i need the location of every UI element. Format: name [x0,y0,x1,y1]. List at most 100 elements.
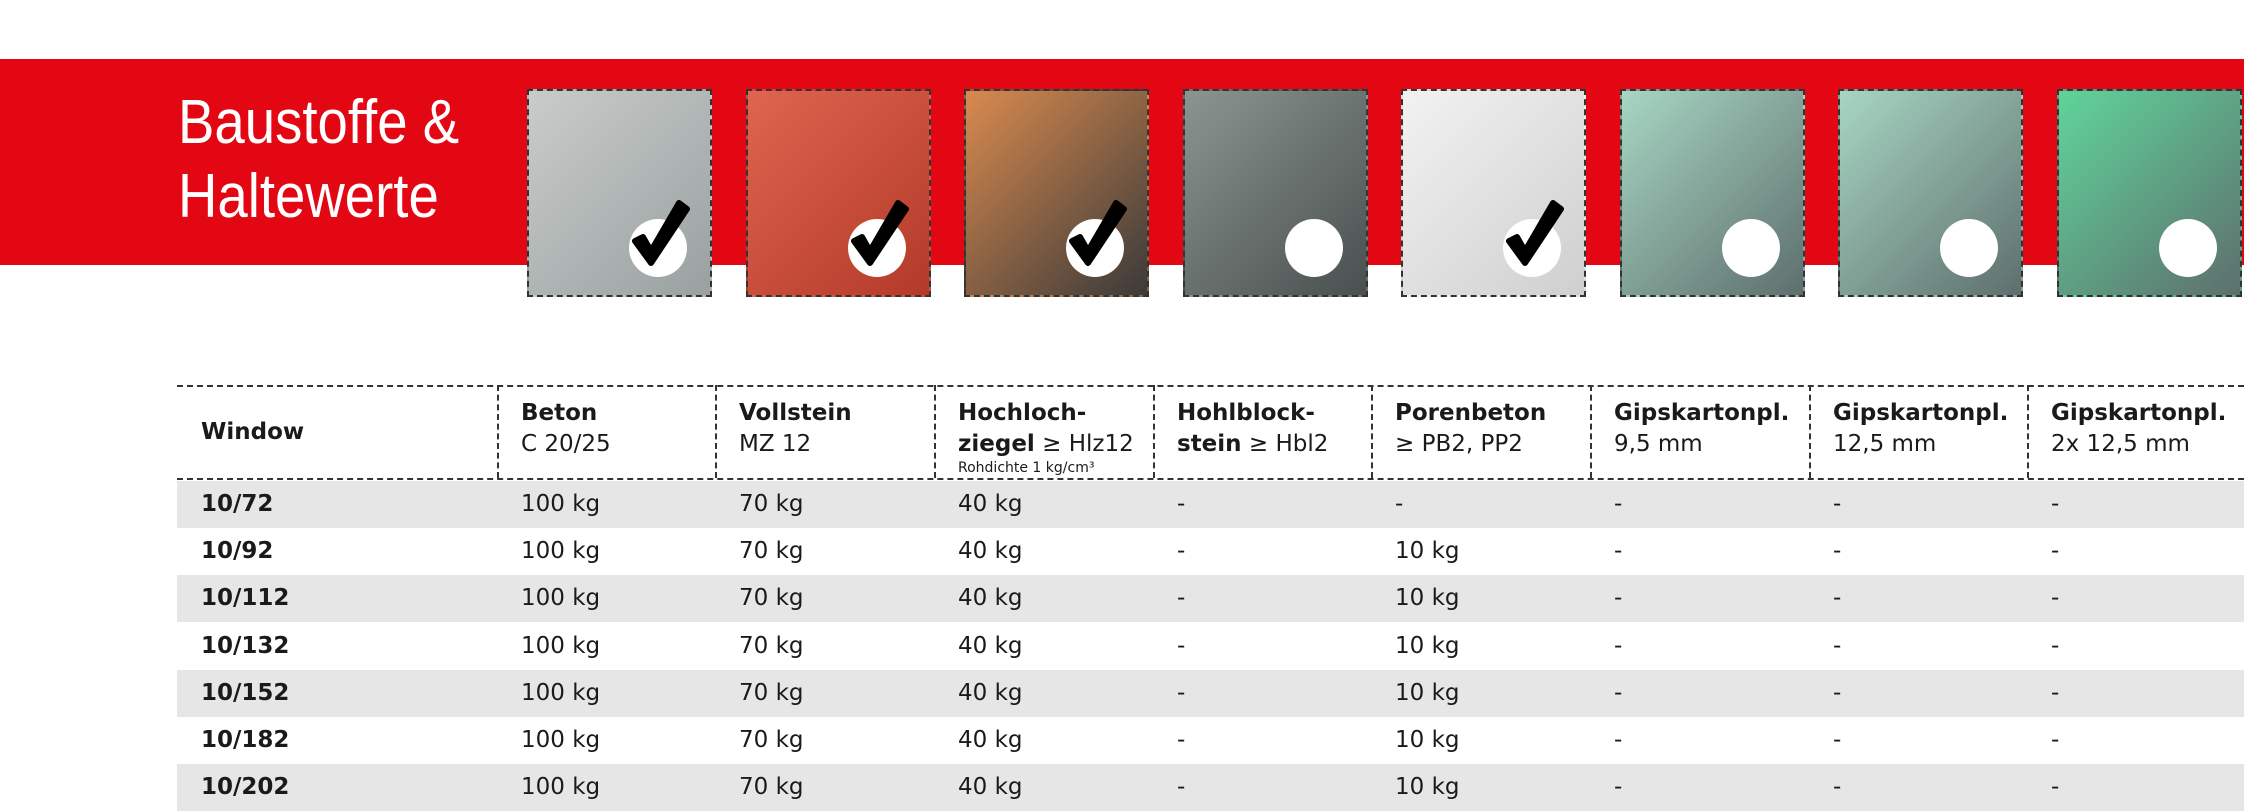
row-label: 10/202 [201,774,290,801]
title-line: Haltewerte [178,162,439,231]
cell-value: 100 kg [521,632,601,659]
cell-value: - [2051,491,2060,517]
cell-value: 40 kg [958,679,1023,706]
header-line: Porenbeton [1395,398,1546,429]
header-cell: Window [201,417,304,448]
material-tile [2056,89,2242,297]
cell-value: - [1833,491,1842,517]
divider [497,385,499,478]
header-title: Gipskartonpl. [1614,400,1790,426]
title: Baustoffe & Haltewerte [178,86,459,234]
header-line: ≥ PB2, PP2 [1395,429,1546,460]
cell-value: 40 kg [958,538,1023,565]
title-line: Baustoffe & [178,88,460,157]
divider [1371,385,1373,478]
cell-value: 10 kg [1395,774,1460,801]
header-title: Window [201,419,305,445]
cell-value: 70 kg [739,774,804,801]
header-line: 2x 12,5 mm [2051,429,2226,460]
header-title: Porenbeton [1395,400,1547,426]
header-title: Gipskartonpl. [1833,400,2009,426]
cell-value: 40 kg [958,491,1023,517]
cell-value: 100 kg [521,538,601,565]
header-line: stein ≥ Hbl2 [1177,429,1328,460]
cell-value: - [1833,774,1842,801]
header-subtitle: ≥ Hbl2 [1248,431,1329,457]
divider [2027,385,2029,478]
material-tile [1401,89,1586,297]
header-title: Gipskartonpl. [2051,400,2227,426]
header-subtitle: 2x 12,5 mm [2051,431,2190,457]
header-cell: Gipskartonpl. 9,5 mm [1614,398,1789,460]
status-icon [629,200,690,277]
row-label: 10/72 [201,491,274,517]
header-cell: Hochloch-ziegel ≥ Hlz12 Rohdichte 1 kg/cm… [958,398,1134,476]
header-subtitle: 12,5 mm [1833,431,1937,457]
header-cell: Vollstein MZ 12 [739,398,852,460]
header-line: Hohlblock- [1177,398,1328,429]
divider [934,385,936,478]
row-label: 10/132 [201,632,290,659]
divider [1153,385,1155,478]
cell-value: 100 kg [521,679,601,706]
cell-value: 40 kg [958,774,1023,801]
space [1242,431,1249,457]
header-subtitle: ≥ PB2, PP2 [1395,431,1523,457]
cell-value: - [1833,585,1842,612]
cell-value: 70 kg [739,538,804,565]
cell-value: 10 kg [1395,585,1460,612]
cell-value: - [1177,727,1186,753]
header-title: Vollstein [739,400,852,426]
material-tile [1838,89,2023,297]
header-note: Rohdichte 1 kg/cm³ [958,460,1095,476]
cell-value: 40 kg [958,727,1023,753]
row-background [177,481,2244,528]
cell-value: - [2051,774,2060,801]
material-tile [527,89,712,297]
header-line: Gipskartonpl. [1833,398,2008,429]
header-subtitle: MZ 12 [739,431,812,457]
material-tile [1619,89,1805,297]
header-line: Hochloch- [958,398,1134,429]
cell-value: - [1833,727,1842,753]
row-label: 10/152 [201,679,290,706]
header-line: Beton [521,398,611,429]
header-cell: Beton C 20/25 [521,398,611,460]
cell-value: - [1177,774,1186,801]
header-line: 12,5 mm [1833,429,2008,460]
header-cell: Porenbeton ≥ PB2, PP2 [1395,398,1546,460]
header-line: C 20/25 [521,429,611,460]
header-line: Window [201,417,304,448]
cell-value: 100 kg [521,491,601,517]
cell-value: - [2051,585,2060,612]
status-icon [1284,219,1343,277]
header-line: 9,5 mm [1614,429,1789,460]
header-cell: Gipskartonpl. 12,5 mm [1833,398,2008,460]
status-icon [2158,219,2217,277]
divider [1590,385,1592,478]
header-title: stein [1177,431,1242,457]
cell-value: - [2051,538,2060,565]
cell-value: - [1614,727,1623,753]
header-line: Gipskartonpl. [1614,398,1789,429]
header-line: Gipskartonpl. [2051,398,2226,429]
cell-value: 10 kg [1395,632,1460,659]
cell-value: 70 kg [739,585,804,612]
header-line: Vollstein [739,398,852,429]
cell-value: - [1614,491,1623,517]
header-title: Hohlblock- [1177,400,1315,426]
cell-value: - [2051,727,2060,753]
cell-value: 70 kg [739,491,804,517]
header-subtitle: 9,5 mm [1614,431,1703,457]
row-label: 10/182 [201,727,290,753]
cell-value: - [1177,538,1186,565]
row-background [177,575,2244,623]
cell-value: - [2051,632,2060,659]
header-subtitle: ≥ Hlz12 [1042,431,1134,457]
cell-value: 70 kg [739,727,804,753]
cell-value: 100 kg [521,774,601,801]
cell-value: - [1614,538,1623,565]
divider [715,385,717,478]
status-icon [1066,200,1127,277]
